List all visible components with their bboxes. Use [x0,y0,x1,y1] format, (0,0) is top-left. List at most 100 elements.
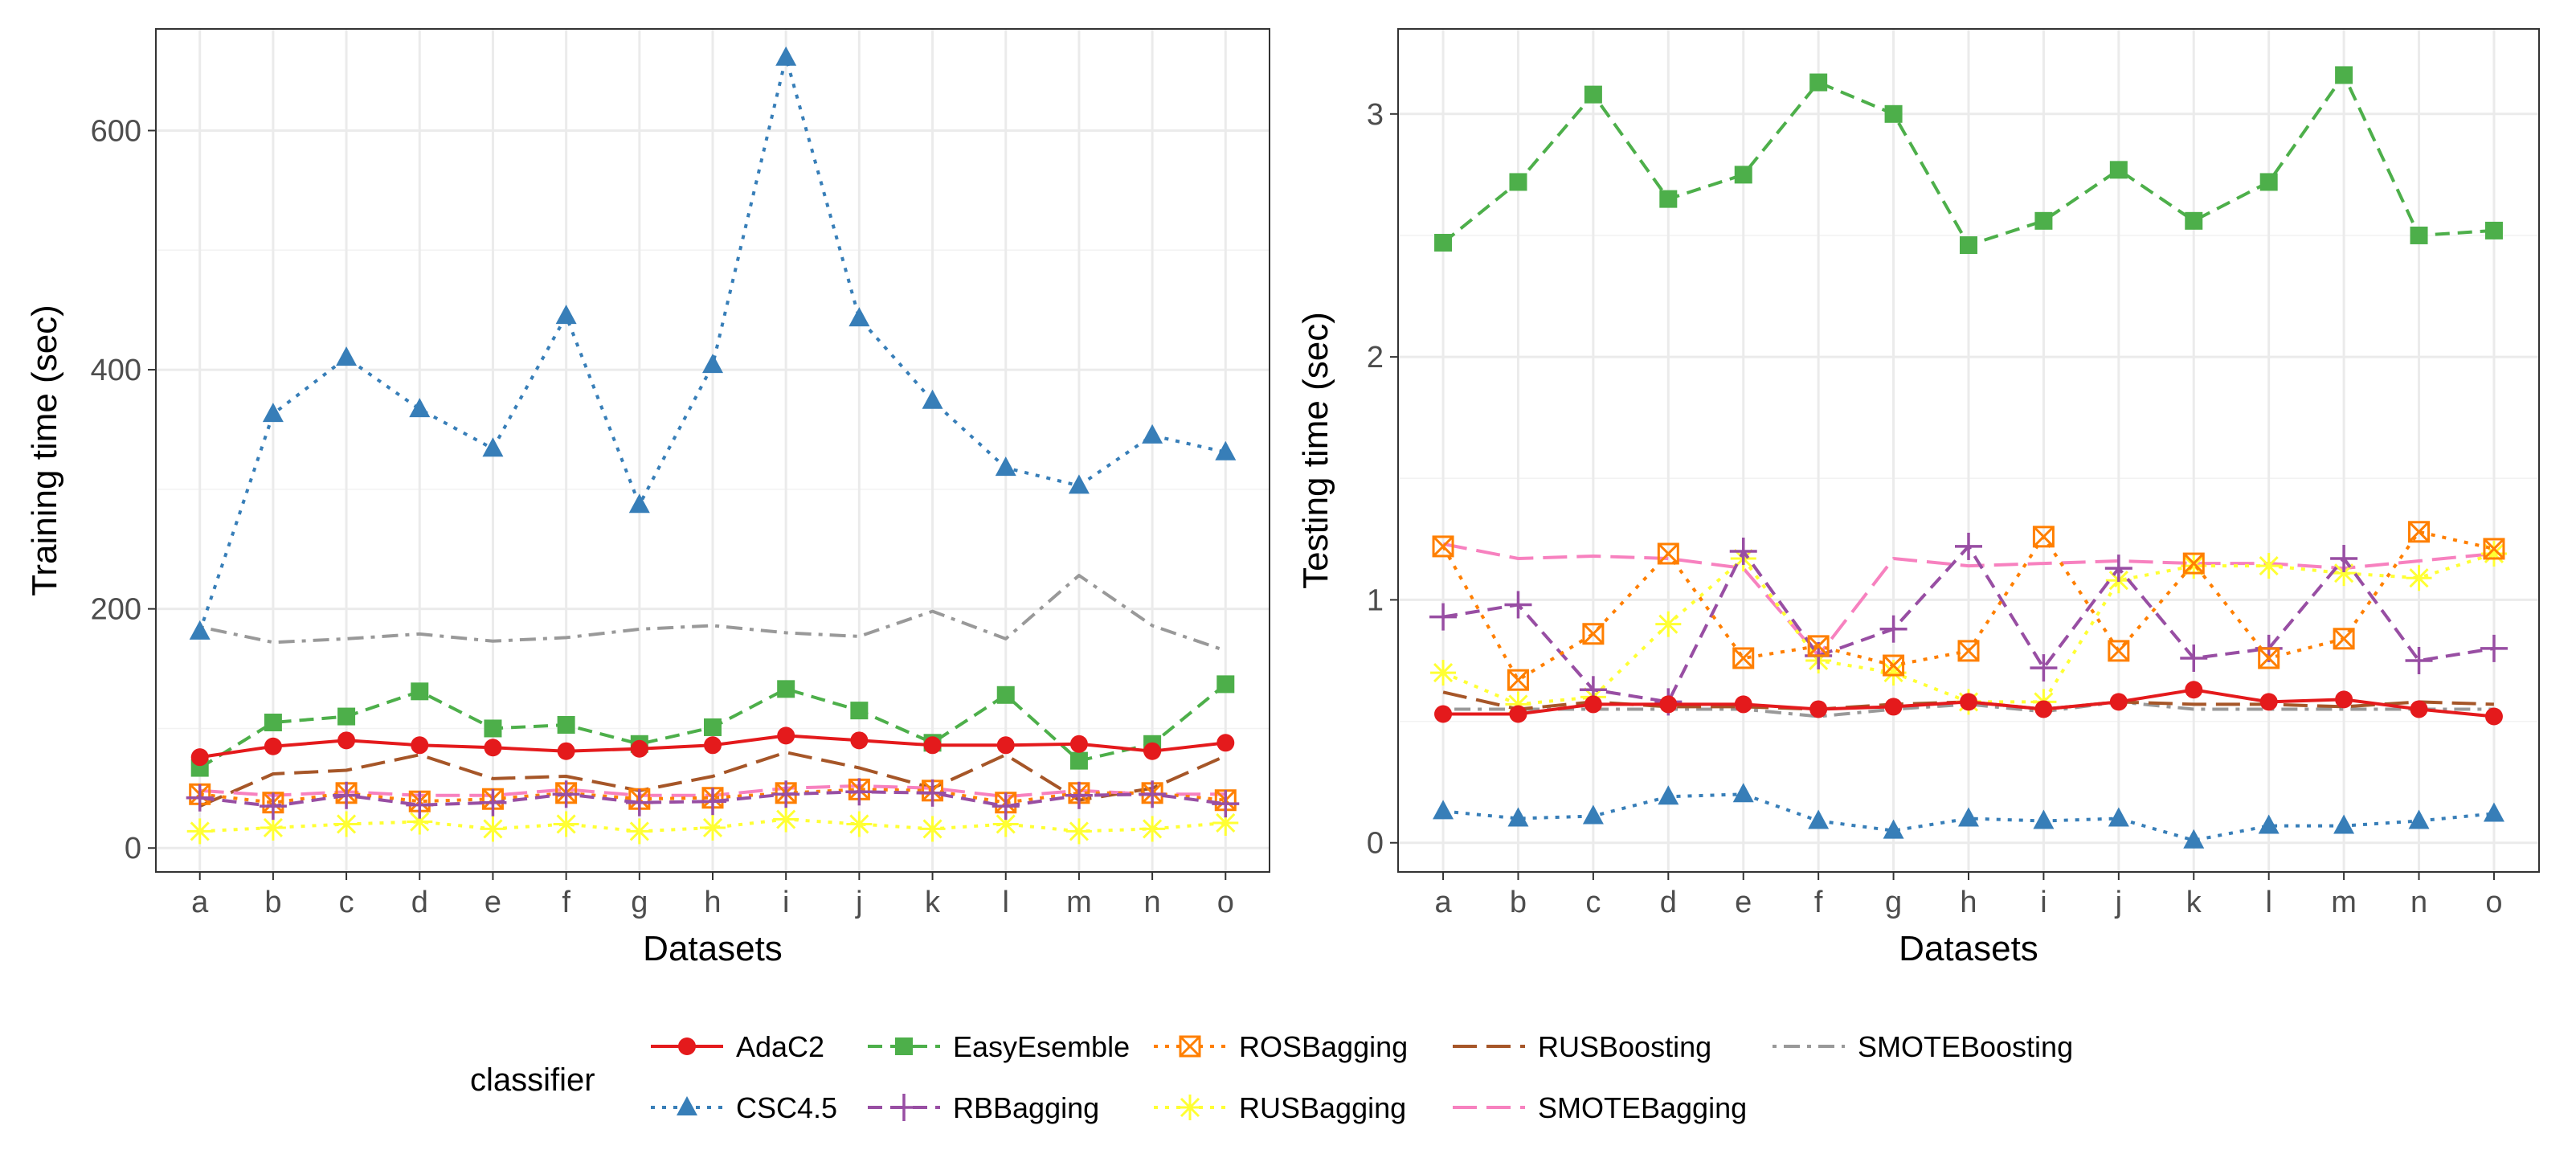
training-point-adac2-k [923,736,942,755]
legend-entry-adac2: AdaC2 [651,1030,824,1063]
testing-xtick-label: a [1434,886,1452,919]
training-point-rusbagging-i [773,806,799,833]
testing-point-rosbagging-a [1432,535,1454,558]
testing-point-easyesemble-h [1960,236,1977,255]
training-series-smoteboosting [199,574,1226,653]
training-series-rusbagging [186,806,1239,845]
testing-point-rosbagging-d [1657,542,1679,565]
legend-key-marker-rusbagging [1177,1095,1203,1120]
testing-point-rusbagging-d [1655,611,1682,637]
legend-label-rbbagging: RBBagging [953,1091,1099,1124]
testing-point-rbbagging-m [2330,545,2358,573]
testing-series-smoteboosting [1443,700,2494,718]
testing-xtick-label: o [2485,886,2502,919]
training-line-csc4-5 [198,55,1226,632]
legend-label-csc4-5: CSC4.5 [736,1091,837,1124]
testing-series-csc4-5 [1433,783,2504,849]
training-point-rbbagging-i [772,780,800,808]
training-point-csc4-5-n [1142,424,1163,444]
training-point-easyesemble-h [704,718,722,736]
training-xtick-label: j [855,886,862,919]
testing-point-easyesemble-c [1584,85,1602,104]
testing-xtick-label: g [1885,886,1902,919]
training-point-csc4-5-m [1068,474,1090,494]
training-xtick-label: e [485,886,501,919]
training-point-adac2-i [777,726,795,745]
training-point-csc4-5-c [336,346,358,366]
training-point-adac2-m [1069,735,1088,753]
training-point-csc4-5-i [775,46,797,66]
testing-point-rbbagging-h [1955,532,1982,560]
training-xtick-label: g [631,886,648,919]
testing-point-adac2-f [1809,700,1828,718]
testing-point-rbbagging-g [1879,615,1907,643]
testing-point-adac2-g [1884,698,1903,716]
training-point-easyesemble-j [850,702,869,720]
testing-point-easyesemble-k [2185,211,2203,230]
training-point-rbbagging-m [1065,781,1093,809]
training-series-adac2 [190,726,1235,767]
training-line-rosbagging [199,788,1226,804]
testing-point-adac2-d [1659,695,1678,714]
testing-xtick-label: d [1660,886,1677,919]
testing-point-csc4-5-e [1732,783,1754,803]
training-ytick-label: 400 [91,354,141,387]
legend-label-rosbagging: ROSBagging [1239,1030,1408,1063]
testing-series-rosbagging [1432,521,2505,691]
testing-point-adac2-b [1509,705,1527,723]
legend-entry-smotebagging: SMOTEBagging [1453,1091,1747,1124]
testing-ytick-label: 3 [1367,98,1384,132]
testing-xtick-label: l [2265,886,2271,919]
training-point-rusbagging-o [1212,809,1239,836]
testing-point-rosbagging-b [1507,669,1529,691]
testing-series-adac2 [1434,681,2503,726]
testing-point-adac2-a [1434,705,1453,723]
training-series-csc4-5 [189,46,1237,640]
training-point-adac2-j [850,731,869,750]
training-point-rbbagging-b [259,792,287,821]
legend-label-rusboosting: RUSBoosting [1538,1030,1711,1063]
testing-xtick-label: k [2186,886,2202,919]
testing-point-rosbagging-o [2483,538,2505,560]
training-point-rusbagging-k [919,816,946,842]
legend-entry-rbbagging: RBBagging [868,1091,1099,1124]
testing-point-rusbagging-a [1430,660,1457,686]
training-line-rbbagging [199,790,1226,808]
testing-point-easyesemble-o [2484,221,2503,239]
legend-entry-rusbagging: RUSBagging [1154,1091,1406,1124]
testing-point-rbbagging-o [2480,634,2508,662]
legend-key-marker-rbbagging [890,1094,918,1121]
testing-point-csc4-5-m [2333,814,2355,834]
testing-point-rosbagging-f [1807,635,1830,657]
training-point-rusbagging-h [700,814,726,841]
testing-point-easyesemble-d [1659,190,1678,208]
training-ytick-label: 200 [91,593,141,627]
testing-point-csc4-5-g [1883,819,1904,839]
training-point-rbbagging-f [552,780,580,808]
training-point-easyesemble-c [337,707,356,726]
training-point-rbbagging-a [186,784,214,812]
testing-point-adac2-l [2259,693,2278,711]
testing-point-adac2-e [1734,695,1752,714]
testing-point-adac2-m [2335,690,2353,709]
training-point-adac2-c [337,731,356,750]
legend-entry-csc4-5: CSC4.5 [651,1091,837,1124]
testing-point-rosbagging-h [1957,640,1980,662]
testing-point-rbbagging-b [1504,591,1532,619]
training-ylabel: Training time (sec) [25,305,64,596]
testing-xtick-label: n [2410,886,2427,919]
training-time-panel: 0 200 400 600 a b c d e f g h i j k l m n o Datasets Trainin… [25,28,1270,968]
testing-point-easyesemble-l [2259,173,2278,191]
legend-entry-smoteboosting: SMOTEBoosting [1773,1030,2073,1063]
testing-gridlines [1398,29,2539,872]
training-point-rbbagging-k [918,779,947,807]
training-point-easyesemble-i [777,680,795,698]
training-point-rusbagging-j [846,811,873,837]
training-point-adac2-h [704,736,722,755]
training-point-adac2-n [1143,742,1162,760]
training-ytick-label: 0 [125,832,141,866]
legend: classifier AdaC2 EasyEsemble ROSBagging RUSB… [470,1030,2073,1124]
training-xtick-label: a [191,886,209,919]
training-point-easyesemble-o [1216,675,1235,694]
